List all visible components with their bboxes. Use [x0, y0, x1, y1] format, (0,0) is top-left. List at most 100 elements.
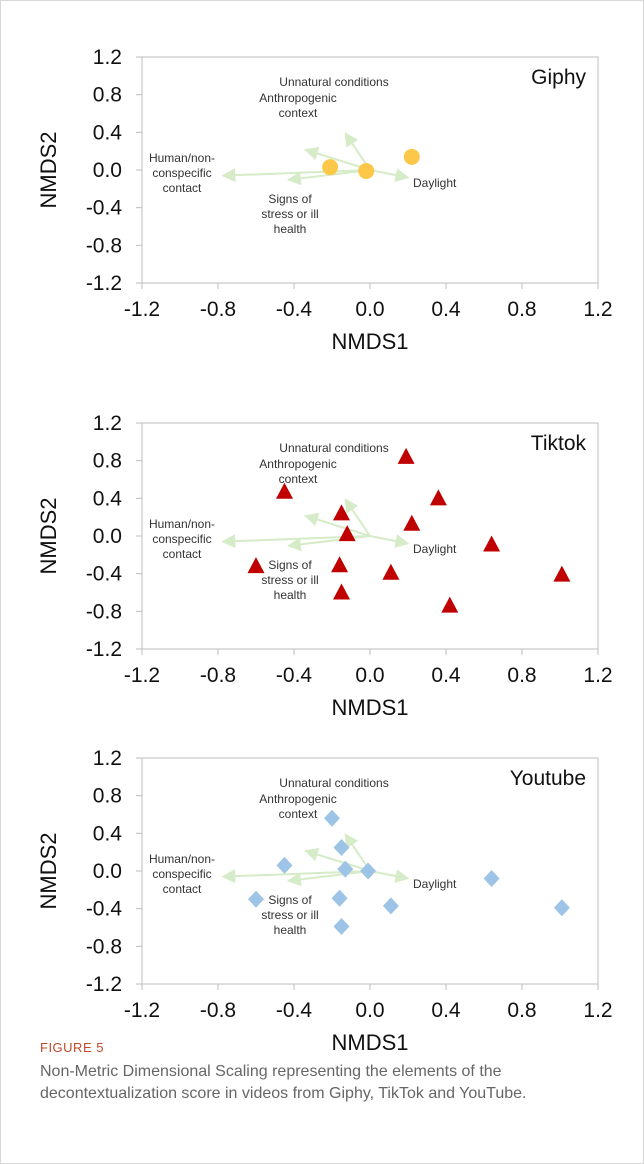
panel-title: Youtube: [510, 767, 586, 790]
x-tick-label: 0.0: [355, 664, 384, 687]
y-tick-label: 0.8: [93, 785, 122, 808]
panel-title: Giphy: [531, 66, 586, 89]
y-tick-label: -1.2: [86, 272, 122, 295]
vector-arrow: [369, 534, 410, 548]
nmds-chart-youtube: -1.2 -0.8 -0.4 0.0 0.4 0.8 1.2 1.2 0.8 0.4 0.0 -0.4…: [36, 747, 613, 1055]
data-point-triangle: [429, 489, 447, 506]
vector-label: Unnatural conditions: [279, 75, 388, 89]
nmds-chart-tiktok: -1.2 -0.8 -0.4 0.0 0.4 0.8 1.2 1.2 0.8 0.4 0.0 -0.4…: [36, 412, 613, 720]
x-axis-label: NMDS1: [331, 329, 408, 354]
data-point-triangle: [338, 525, 356, 542]
y-tick-label: 0.0: [93, 525, 122, 548]
y-tick-label: 0.8: [93, 84, 122, 107]
y-tick-label: -1.2: [86, 638, 122, 661]
vector-label: Anthropogenic context: [259, 457, 336, 486]
vector-label: Anthropogenic context: [259, 792, 336, 821]
data-point-triangle: [333, 583, 350, 600]
x-tick-label: 0.8: [507, 999, 536, 1022]
panel-title: Tiktok: [531, 432, 587, 455]
figure-caption-text: Non-Metric Dimensional Scaling represent…: [40, 1063, 527, 1102]
y-tick-label: -1.2: [86, 973, 122, 996]
data-point-circle: [358, 162, 375, 179]
x-tick-label: 0.8: [507, 298, 536, 321]
nmds-chart-giphy: -1.2 -0.8 -0.4 0.0 0.4 0.8 1.2 1.2 0.8 0.4 0.0 -0.4…: [36, 46, 613, 354]
data-point-diamond: [333, 918, 350, 936]
y-tick-label: -0.8: [86, 600, 122, 623]
vector-label: Daylight: [413, 877, 457, 891]
x-tick-label: 0.0: [355, 999, 384, 1022]
data-point-triangle: [441, 596, 459, 613]
vector-label: Human/non-conspecific contact: [149, 852, 215, 896]
y-tick-label: -0.4: [86, 898, 123, 921]
vector-label: Unnatural conditions: [279, 776, 388, 790]
vector-group: Unnatural conditions Anthropogenic context…: [149, 75, 457, 236]
x-tick-label: 1.2: [583, 298, 612, 321]
vector-arrow: [304, 847, 371, 872]
x-tick-label: -0.4: [276, 999, 313, 1022]
y-tick-label: 1.2: [93, 747, 122, 770]
x-tick-label: 0.0: [355, 298, 384, 321]
x-tick-label: -1.2: [124, 664, 160, 687]
vector-label: Daylight: [413, 176, 457, 190]
x-tick-label: 0.4: [431, 298, 461, 321]
x-axis-label: NMDS1: [331, 1030, 408, 1055]
vector-label: Signs of stress or ill health: [261, 558, 318, 602]
figure-label: FIGURE 5: [40, 1040, 104, 1055]
vector-arrow: [304, 146, 371, 171]
vector-group: Unnatural conditions Anthropogenic context…: [149, 441, 457, 602]
vector-arrow: [304, 512, 371, 537]
y-tick-label: 0.4: [93, 822, 123, 845]
vector-group: Unnatural conditions Anthropogenic context…: [149, 776, 457, 937]
y-tick-label: 0.8: [93, 450, 122, 473]
data-point-triangle: [397, 447, 415, 464]
data-point-triangle: [247, 557, 265, 574]
y-tick-label: 0.4: [93, 487, 123, 510]
data-point-diamond: [276, 856, 293, 874]
x-tick-label: -0.8: [200, 664, 236, 687]
x-tick-label: 0.4: [431, 664, 461, 687]
data-point-triangle: [333, 504, 350, 521]
y-tick-label: 0.4: [93, 121, 123, 144]
vector-label: Unnatural conditions: [279, 441, 388, 455]
vector-label: Anthropogenic context: [259, 91, 336, 120]
x-axis-label: NMDS1: [331, 695, 408, 720]
y-tick-label: 1.2: [93, 46, 122, 69]
x-tick-label: 1.2: [583, 999, 612, 1022]
x-tick-label: -0.4: [276, 664, 313, 687]
x-tick-label: -0.8: [200, 298, 236, 321]
x-tick-label: -1.2: [124, 999, 160, 1022]
y-axis-label: NMDS2: [36, 832, 61, 909]
data-point-circle: [403, 148, 420, 165]
y-tick-label: -0.4: [86, 197, 123, 220]
y-tick-label: -0.8: [86, 234, 122, 257]
x-tick-label: -0.8: [200, 999, 236, 1022]
y-axis-label: NMDS2: [36, 497, 61, 574]
vector-label: Human/non-conspecific contact: [149, 517, 215, 561]
axis-ticks: -1.2 -0.8 -0.4 0.0 0.4 0.8 1.2 1.2 0.8 0.4 0.0 -0.4…: [86, 747, 613, 1022]
y-tick-label: 1.2: [93, 412, 122, 435]
data-points: [247, 447, 571, 613]
data-point-triangle: [331, 556, 349, 573]
data-point-diamond: [483, 870, 500, 888]
data-point-triangle: [483, 535, 501, 552]
data-point-triangle: [553, 565, 571, 582]
vector-arrow: [344, 498, 371, 537]
vector-arrow: [286, 535, 371, 552]
vector-label: Daylight: [413, 542, 457, 556]
x-tick-label: 0.8: [507, 664, 536, 687]
axis-ticks: -1.2 -0.8 -0.4 0.0 0.4 0.8 1.2 1.2 0.8 0.4 0.0 -0.4…: [86, 412, 613, 687]
x-tick-label: -0.4: [276, 298, 313, 321]
data-point-diamond: [324, 809, 340, 827]
data-point-circle: [322, 159, 339, 176]
y-tick-label: -0.4: [86, 563, 123, 586]
y-tick-label: -0.8: [86, 935, 122, 958]
data-point-triangle: [403, 514, 421, 531]
vector-arrow: [286, 870, 371, 887]
vector-arrow: [369, 168, 410, 182]
y-tick-label: 0.0: [93, 159, 122, 182]
vector-label: Human/non-conspecific contact: [149, 151, 215, 195]
data-points: [248, 809, 570, 936]
data-point-diamond: [360, 862, 377, 880]
data-point-diamond: [248, 890, 264, 908]
axis-ticks: -1.2 -0.8 -0.4 0.0 0.4 0.8 1.2 1.2 0.8 0.4 0.0 -0.4…: [86, 46, 613, 321]
